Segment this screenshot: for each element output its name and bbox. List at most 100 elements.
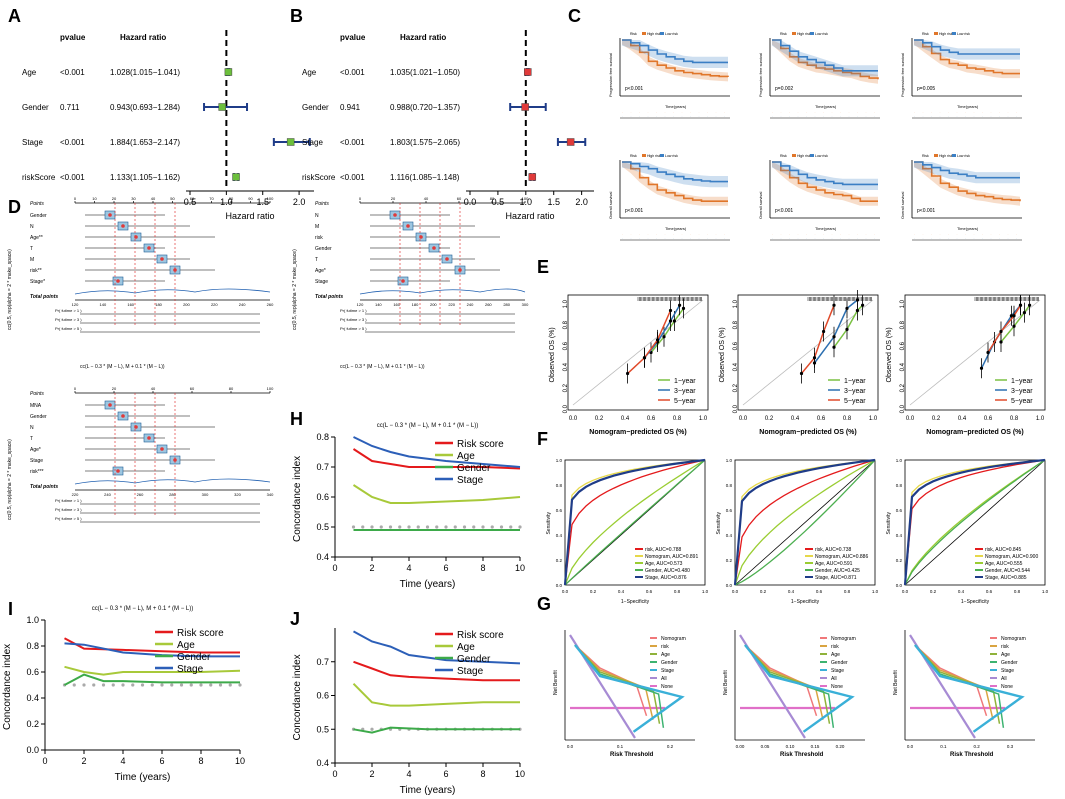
km-risk-table-cell: ·	[957, 236, 958, 240]
nomo-red-dot	[445, 257, 449, 261]
calib-x-tick-label: 1.0	[699, 416, 708, 422]
roc-y-tick-label: 1.0	[726, 458, 733, 463]
km-x-label: Time(years)	[815, 226, 837, 231]
km-risk-table-cell: ·	[631, 110, 632, 114]
dca-legend-label: Age	[831, 652, 840, 658]
km-risk-table-cell: ·	[631, 232, 632, 236]
forest-x-tick-label: 0.5	[184, 197, 197, 207]
roc-y-label: Sensitivity	[546, 511, 552, 534]
panel-label-g: G	[537, 594, 551, 614]
forest-x-tick-label: 2.0	[575, 197, 588, 207]
km-risk-table-cell: ·	[866, 114, 867, 118]
km-high-curve	[772, 161, 878, 202]
nomo-points-tick-label: 80	[490, 196, 495, 201]
km-risk-table-cell: ·	[665, 232, 666, 236]
cindex-ref-point	[388, 525, 393, 529]
km-risk-table-cell: ·	[914, 114, 915, 118]
nomo-row-label: Gender	[315, 246, 332, 252]
nomo-red-dot	[173, 458, 177, 462]
roc-legend-label: risk, AUC=0.845	[985, 547, 1021, 553]
km-risk-table-cell: ·	[957, 114, 958, 118]
km-risk-table-cell: ·	[999, 236, 1000, 240]
dca-x-tick-label: 0.0	[907, 744, 914, 749]
calib-series-3−year	[813, 299, 858, 364]
roc-x-tick-label: 0.4	[958, 589, 965, 594]
roc-curve	[563, 458, 706, 586]
nomo-total-tick-label: 240	[104, 492, 111, 497]
km-legend-title: Risk	[780, 154, 787, 158]
cindex-ref-point	[111, 683, 115, 687]
km-risk-table-cell: ·	[789, 232, 790, 236]
nomo-row-label: N	[30, 224, 34, 230]
cindex-ref-point	[416, 525, 420, 529]
cindex-ref-point	[425, 525, 430, 529]
cindex-y-tick-label: 0.7	[316, 462, 329, 472]
km-pvalue: p=0.005	[917, 86, 935, 92]
calib-y-label: Observed OS (%)	[549, 327, 556, 382]
forest-row-hr-text: 1.116(1.085−1.148)	[390, 173, 460, 182]
forest-row-pvalue: <0.001	[60, 173, 85, 182]
km-low-curve	[914, 39, 1020, 55]
dca-x-tick-label: 0.05	[761, 744, 770, 749]
nomo-points-tick-label: 0	[74, 386, 77, 391]
km-legend-low-swatch	[810, 154, 814, 157]
km-risk-table-cell: ·	[923, 236, 924, 240]
forest-point	[218, 103, 226, 111]
km-risk-table-cell: ·	[772, 236, 773, 240]
cindex-series-gender	[353, 726, 520, 734]
km-risk-table-cell: ·	[999, 114, 1000, 118]
panel-label-i: I	[8, 599, 13, 619]
calib-x-label: Nomogram−predicted OS (%)	[589, 429, 686, 436]
km-legend-title: Risk	[630, 32, 637, 36]
roc-x-tick-label: 0.0	[562, 589, 569, 594]
nomo-red-dot	[121, 414, 125, 418]
km-risk-table-cell: ·	[781, 114, 782, 118]
km-risk-table-cell: ·	[724, 114, 725, 118]
nomo-row-label: T	[30, 436, 33, 442]
km-risk-table-cell: ·	[940, 232, 941, 236]
km-low-curve	[622, 39, 728, 64]
km-risk-table-cell: ·	[832, 114, 833, 118]
cindex-y-tick-label: 0.4	[316, 552, 329, 562]
km-y-label: Overall survival	[900, 192, 905, 219]
calib-series-1−year	[833, 304, 864, 348]
km-risk-table-cell: ·	[690, 232, 691, 236]
km-risk-table-cell: ·	[631, 236, 632, 240]
km-risk-table-cell: ·	[781, 236, 782, 240]
calib-point	[672, 319, 677, 323]
cindex-series-age	[352, 682, 520, 707]
calib-legend-label: 5−year	[1011, 398, 1033, 405]
calib-y-tick-label: 0.6	[563, 341, 569, 350]
panel-label-h: H	[290, 409, 303, 429]
km-risk-table-cell: ·	[874, 232, 875, 236]
calib-y-tick-label: 0.4	[900, 362, 906, 371]
cindex-ref-point	[509, 525, 513, 529]
km-risk-table-cell: ·	[716, 236, 717, 240]
nomo-total-tick-label: 320	[234, 492, 241, 497]
roc-x-tick-label: 0.6	[816, 589, 823, 594]
km-risk-table-cell: ·	[656, 110, 657, 114]
cindex-ref-point	[472, 525, 476, 529]
cindex-y-tick-label: 0.5	[316, 724, 329, 734]
roc-curve	[734, 459, 876, 586]
km-x-label: Time(years)	[957, 104, 979, 109]
km-risk-table-cell: ·	[781, 232, 782, 236]
roc-x-tick-label: 0.4	[618, 589, 625, 594]
cindex-ref-point	[379, 525, 383, 529]
dca-x-label: Risk Threshold	[780, 752, 824, 758]
roc-legend-label: Age, AUC=0.591	[815, 561, 853, 567]
km-risk-table-cell: ·	[631, 114, 632, 118]
km-risk-table-cell: ·	[806, 236, 807, 240]
km-risk-table-cell: ·	[982, 110, 983, 114]
cindex-legend-label: Gender	[457, 654, 491, 665]
panel-label-f: F	[537, 429, 548, 449]
cindex-ref-point	[351, 525, 356, 529]
cindex-ref-point	[238, 683, 242, 687]
roc-x-tick-label: 0.2	[760, 589, 767, 594]
cindex-legend-label: Age	[457, 642, 475, 653]
cindex-x-tick-label: 2	[369, 769, 374, 779]
cindex-ref-point	[121, 683, 125, 687]
km-pvalue: p<0.001	[917, 208, 935, 214]
roc-diagonal	[734, 459, 876, 586]
dca-x-tick-label: 0.00	[736, 744, 745, 749]
